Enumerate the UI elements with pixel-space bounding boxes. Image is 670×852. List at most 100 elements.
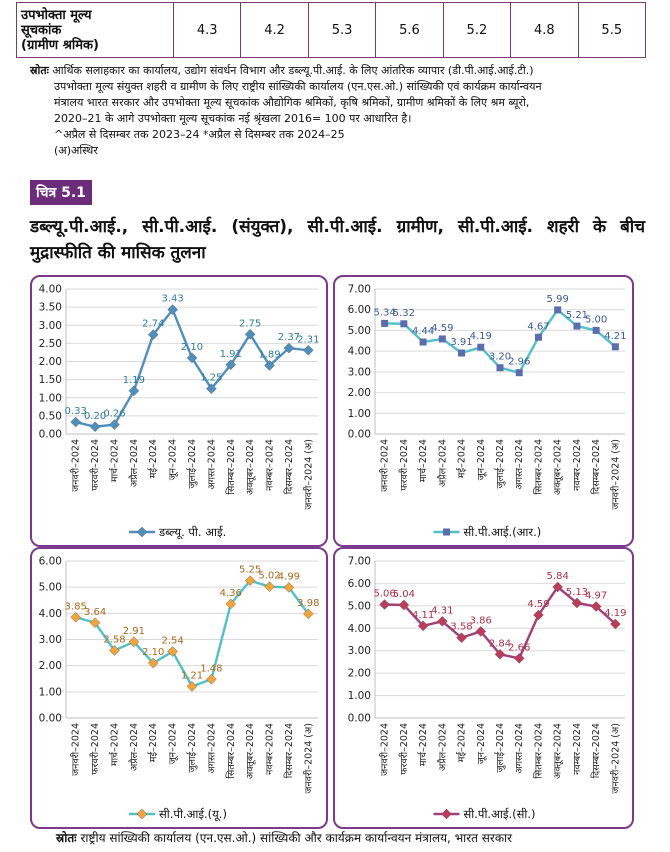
data-point bbox=[496, 364, 504, 372]
row-label-line: सूचकांक bbox=[21, 22, 62, 38]
figure-badge: चित्र 5.1 bbox=[30, 180, 92, 205]
data-label: 2.31 bbox=[297, 334, 319, 345]
data-label: 2.58 bbox=[103, 634, 125, 645]
data-label: 3.58 bbox=[450, 622, 472, 633]
x-tick-label: जुलाई–2024 bbox=[494, 439, 506, 489]
chart-svg: 0.00 1.00 2.00 3.00 4.00 5.00 6.00 7.00 जनवरी–20… bbox=[348, 284, 627, 540]
data-point bbox=[128, 385, 140, 397]
source-note: स्रोतः आर्थिक सलाहकार का कार्यालय, उद्यो… bbox=[30, 63, 645, 159]
legend-label: सी.पी.आई.(सी.) bbox=[464, 807, 536, 821]
data-label: 2.96 bbox=[508, 357, 530, 368]
figure-title: डब्ल्यू.पी.आई., सी.पी.आई. (संयुक्त), सी.… bbox=[30, 217, 645, 263]
y-tick-label: 1.50 bbox=[39, 374, 62, 386]
data-label: 4.59 bbox=[527, 599, 549, 610]
data-point bbox=[206, 673, 217, 685]
data-point bbox=[89, 617, 101, 629]
legend-marker bbox=[136, 808, 148, 820]
data-label: 5.02 bbox=[258, 571, 280, 582]
y-tick-label: 0.00 bbox=[39, 429, 62, 441]
data-point bbox=[592, 326, 600, 334]
y-tick-label: 1.00 bbox=[348, 690, 371, 702]
x-tick-label: अगस्त–2024 bbox=[514, 439, 525, 490]
data-label: 3.98 bbox=[297, 598, 319, 609]
table-cell: 5.3 bbox=[307, 2, 377, 58]
data-label: 0.20 bbox=[84, 411, 106, 422]
x-tick-label: जनवरी–2024 (अ) bbox=[302, 723, 314, 794]
y-tick-label: 7.00 bbox=[348, 556, 371, 568]
legend-marker bbox=[443, 528, 450, 536]
x-tick-label: जनवरी–2024 bbox=[379, 439, 391, 492]
source-line: ^अप्रैल से दिसम्बर तक 2023–24 *अप्रैल से… bbox=[54, 128, 345, 141]
table-row: उपभोक्ता मूल्य सूचकांक (ग्रामीण श्रमिक) … bbox=[16, 2, 647, 58]
data-point bbox=[109, 645, 120, 656]
source-line: उपभोक्ता मूल्य संयुक्त शहरी व ग्रामीण के… bbox=[54, 80, 542, 93]
y-tick-label: 2.00 bbox=[348, 668, 371, 680]
x-tick-label: दिसम्बर–2024 bbox=[590, 439, 602, 494]
y-tick-label: 1.00 bbox=[39, 392, 62, 404]
y-tick-label: 3.00 bbox=[348, 366, 371, 378]
data-point bbox=[186, 352, 198, 364]
x-tick-label: फरवरी–2024 bbox=[398, 723, 410, 775]
data-point bbox=[167, 646, 178, 657]
data-point bbox=[167, 304, 178, 315]
data-label: 5.32 bbox=[393, 308, 415, 319]
table-cell: 4.8 bbox=[510, 2, 579, 58]
data-label: 4.59 bbox=[431, 323, 453, 334]
data-label: 3.20 bbox=[489, 352, 511, 363]
x-tick-label: जुलाई–2024 bbox=[186, 723, 198, 773]
data-label: 1.89 bbox=[258, 349, 280, 360]
x-tick-label: मार्च–2024 bbox=[417, 723, 429, 766]
data-point bbox=[225, 359, 237, 371]
data-label: 4.21 bbox=[604, 331, 626, 342]
legend-label: डब्ल्यू. पी. आई. bbox=[158, 525, 226, 540]
data-label: 5.04 bbox=[393, 589, 415, 600]
y-tick-label: 6.00 bbox=[348, 578, 371, 590]
data-label: 2.10 bbox=[181, 342, 203, 353]
cpi-urban-chart-panel: 0.00 1.00 2.00 3.00 4.00 5.00 6.00 जनवरी–2024 फर… bbox=[30, 547, 328, 829]
x-tick-label: सितम्बर–2024 bbox=[532, 439, 544, 495]
x-tick-label: मार्च–2024 bbox=[108, 439, 120, 482]
data-label: 1.48 bbox=[200, 663, 222, 674]
data-label: 4.97 bbox=[585, 591, 607, 602]
y-tick-label: 3.00 bbox=[39, 320, 62, 332]
x-tick-label: दिसम्बर–2024 bbox=[283, 439, 295, 494]
data-label: 4.36 bbox=[220, 588, 242, 599]
x-tick-label: मार्च–2024 bbox=[417, 439, 429, 482]
x-tick-label: नवम्बर–2024 bbox=[572, 439, 583, 491]
data-point bbox=[379, 599, 390, 610]
y-tick-label: 2.00 bbox=[39, 660, 62, 672]
data-point bbox=[264, 360, 275, 371]
source-line: स्रोतः आर्थिक सलाहकार का कार्यालय, उद्यो… bbox=[30, 63, 645, 79]
data-point bbox=[70, 416, 81, 428]
data-point bbox=[611, 343, 619, 351]
data-label: 3.85 bbox=[65, 601, 87, 612]
x-tick-label: जुलाई–2024 bbox=[494, 723, 506, 773]
y-tick-label: 5.00 bbox=[348, 325, 371, 337]
legend-marker bbox=[441, 808, 452, 820]
data-label: 4.31 bbox=[431, 605, 453, 616]
data-point bbox=[573, 322, 581, 330]
data-label: 5.84 bbox=[547, 571, 569, 582]
data-label: 4.11 bbox=[412, 610, 434, 621]
data-point bbox=[398, 599, 410, 611]
y-tick-label: 5.00 bbox=[348, 600, 371, 612]
data-point bbox=[70, 611, 81, 623]
data-label: 4.19 bbox=[604, 608, 626, 619]
y-tick-label: 2.50 bbox=[39, 338, 62, 350]
x-tick-label: मई–2024 bbox=[456, 439, 468, 478]
data-point bbox=[283, 582, 295, 593]
x-tick-label: नवम्बर–2024 bbox=[265, 439, 276, 491]
bottom-source-text: राष्ट्रीय सांख्यिकी कार्यालय (एन.एस.ओ.) … bbox=[80, 831, 513, 845]
data-point bbox=[225, 598, 237, 610]
source-line: (अ)अस्थिर bbox=[54, 144, 98, 157]
row-label-line: उपभोक्ता मूल्य bbox=[21, 7, 92, 23]
data-point bbox=[590, 601, 602, 612]
data-point bbox=[303, 344, 314, 356]
x-tick-label: जून–2024 bbox=[168, 439, 179, 480]
data-label: 5.21 bbox=[566, 310, 588, 321]
bottom-source: स्रोतः राष्ट्रीय सांख्यिकी कार्यालय (एन.… bbox=[56, 829, 512, 846]
data-label: 5.25 bbox=[239, 565, 261, 576]
x-tick-label: जून–2024 bbox=[168, 723, 179, 764]
chart-svg: 0.00 0.50 1.00 1.50 2.00 2.50 3.00 3.50 4.00 जनवर… bbox=[39, 284, 320, 541]
x-tick-label: फरवरी–2024 bbox=[398, 439, 410, 491]
